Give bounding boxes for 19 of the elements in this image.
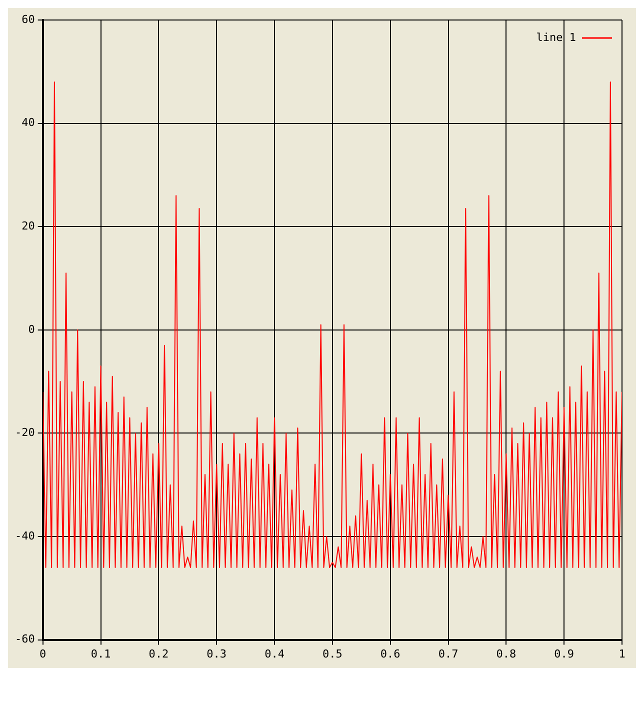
x-tick-label: 0.8 [496, 647, 516, 660]
y-tick-label: -60 [14, 632, 35, 646]
x-tick-label: 0.2 [148, 647, 169, 660]
y-tick-label: 60 [22, 12, 35, 26]
x-tick-label: 0.4 [264, 647, 285, 660]
y-tick-label: 40 [22, 116, 35, 130]
legend-label: line 1 [536, 30, 576, 44]
x-tick-label: 1 [618, 647, 626, 660]
x-tick-label: 0.3 [206, 647, 227, 660]
x-tick-label: 0.1 [90, 647, 111, 660]
x-tick-label: 0.7 [438, 647, 458, 660]
y-tick-label: -20 [14, 426, 35, 440]
y-tick-label: 20 [22, 219, 35, 232]
y-tick-label: 0 [28, 322, 35, 336]
x-tick-label: 0.6 [380, 647, 400, 660]
x-tick-label: 0.9 [554, 647, 574, 660]
x-tick-label: 0.5 [322, 647, 342, 660]
y-tick-label: -40 [14, 529, 35, 542]
x-tick-label: 0 [40, 647, 46, 660]
